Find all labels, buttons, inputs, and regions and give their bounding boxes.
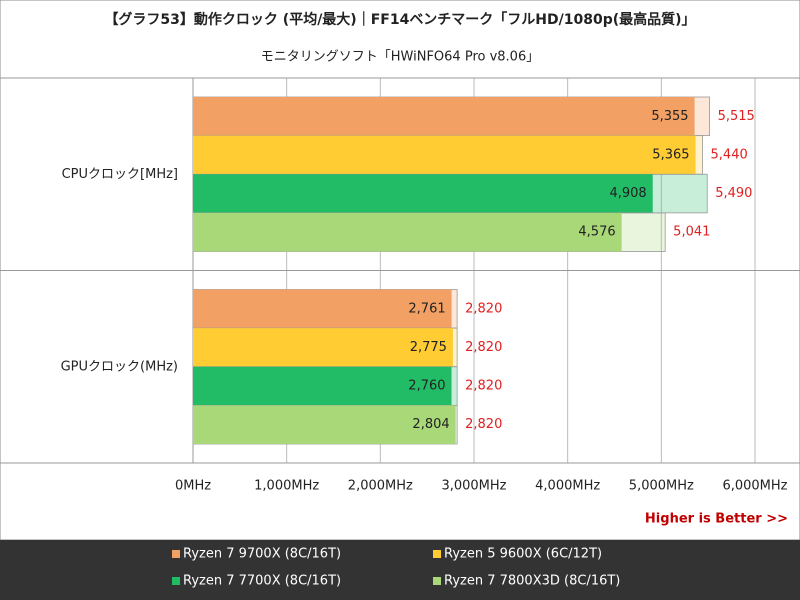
bar bbox=[193, 289, 452, 329]
bar bbox=[193, 135, 696, 175]
value-label: 5,365 bbox=[652, 147, 689, 162]
x-tick-label: 0MHz bbox=[175, 479, 211, 494]
max-label: 5,490 bbox=[715, 186, 752, 201]
bar bbox=[193, 328, 453, 367]
value-label: 2,775 bbox=[410, 340, 447, 355]
max-label: 5,440 bbox=[711, 147, 748, 162]
legend-label: Ryzen 7 7800X3D (8C/16T) bbox=[444, 574, 620, 589]
value-label: 5,355 bbox=[651, 109, 688, 124]
bar bbox=[193, 366, 452, 406]
x-tick-label: 4,000MHz bbox=[535, 479, 600, 494]
max-label: 2,820 bbox=[465, 417, 502, 432]
max-label: 5,041 bbox=[673, 225, 710, 240]
bar bbox=[193, 212, 622, 252]
x-tick-label: 2,000MHz bbox=[348, 479, 413, 494]
max-label: 2,820 bbox=[465, 379, 502, 394]
y-tick-label: CPUクロック[MHz] bbox=[62, 167, 178, 182]
bar bbox=[193, 174, 653, 213]
bar bbox=[193, 97, 695, 136]
value-label: 2,804 bbox=[412, 417, 449, 432]
x-tick-label: 6,000MHz bbox=[722, 479, 787, 494]
max-label: 2,820 bbox=[465, 340, 502, 355]
x-tick-label: 1,000MHz bbox=[254, 479, 319, 494]
max-label: 2,820 bbox=[465, 301, 502, 316]
value-label: 4,908 bbox=[609, 186, 646, 201]
legend-swatch bbox=[433, 577, 441, 585]
x-tick-label: 3,000MHz bbox=[441, 479, 506, 494]
x-tick-label: 5,000MHz bbox=[629, 479, 694, 494]
legend-swatch bbox=[172, 577, 180, 585]
legend-label: Ryzen 7 9700X (8C/16T) bbox=[183, 547, 341, 562]
value-label: 4,576 bbox=[578, 225, 615, 240]
chart-subtitle: モニタリングソフト「HWiNFO64 Pro v8.06」 bbox=[261, 50, 539, 65]
annotation: Higher is Better >> bbox=[645, 512, 788, 527]
max-label: 5,515 bbox=[718, 109, 755, 124]
legend-band bbox=[0, 540, 800, 600]
y-tick-label: GPUクロック(MHz) bbox=[61, 359, 178, 374]
legend-label: Ryzen 7 7700X (8C/16T) bbox=[183, 574, 341, 589]
legend-label: Ryzen 5 9600X (6C/12T) bbox=[444, 547, 602, 562]
legend-swatch bbox=[172, 550, 180, 558]
value-label: 2,761 bbox=[408, 301, 445, 316]
chart-title: 【グラフ53】動作クロック (平均/最大)｜FF14ベンチマーク「フルHD/10… bbox=[104, 11, 695, 28]
bar bbox=[193, 405, 456, 444]
legend-swatch bbox=[433, 550, 441, 558]
value-label: 2,760 bbox=[408, 379, 445, 394]
